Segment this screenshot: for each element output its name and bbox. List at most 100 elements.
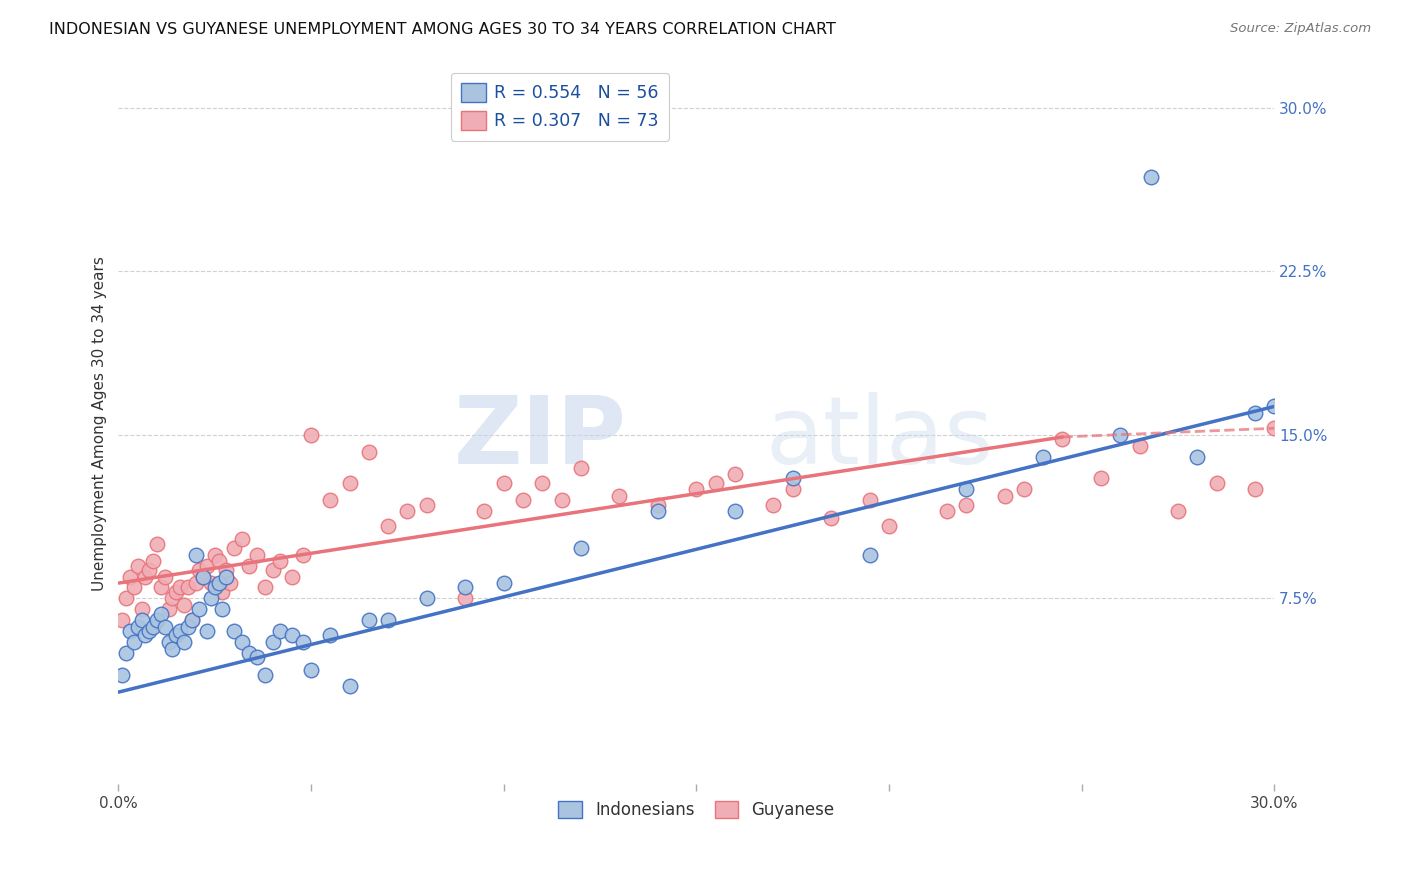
Point: [1205, 475, 1227, 490]
Point: [200, 591, 222, 606]
Point: [193, 569, 215, 583]
Point: [281, 569, 304, 583]
Point: [211, 602, 233, 616]
Point: [569, 460, 592, 475]
Point: [782, 483, 804, 497]
Point: [173, 635, 195, 649]
Point: [246, 650, 269, 665]
Point: [292, 548, 315, 562]
Point: [142, 620, 165, 634]
Point: [188, 602, 211, 616]
Point: [222, 541, 245, 556]
Point: [215, 563, 238, 577]
Point: [377, 613, 399, 627]
Point: [207, 576, 229, 591]
Point: [195, 624, 218, 638]
Point: [134, 569, 156, 583]
Point: [204, 548, 226, 562]
Point: [339, 475, 361, 490]
Point: [1109, 427, 1132, 442]
Point: [281, 628, 304, 642]
Point: [685, 483, 707, 497]
Point: [955, 498, 977, 512]
Point: [415, 591, 437, 606]
Point: [269, 624, 291, 638]
Point: [180, 613, 202, 627]
Y-axis label: Unemployment Among Ages 30 to 34 years: Unemployment Among Ages 30 to 34 years: [93, 257, 107, 591]
Point: [246, 548, 269, 562]
Legend: Indonesians, Guyanese: Indonesians, Guyanese: [551, 794, 841, 826]
Point: [184, 576, 207, 591]
Point: [134, 628, 156, 642]
Point: [149, 581, 172, 595]
Point: [1263, 400, 1285, 414]
Point: [319, 493, 342, 508]
Point: [492, 475, 515, 490]
Point: [184, 548, 207, 562]
Point: [162, 591, 184, 606]
Point: [512, 493, 534, 508]
Point: [157, 635, 180, 649]
Point: [877, 519, 900, 533]
Point: [173, 598, 195, 612]
Point: [396, 504, 419, 518]
Point: [299, 663, 322, 677]
Point: [1140, 170, 1163, 185]
Point: [153, 569, 176, 583]
Point: [647, 504, 669, 518]
Point: [454, 591, 477, 606]
Point: [415, 498, 437, 512]
Point: [127, 558, 149, 573]
Point: [1244, 406, 1267, 420]
Point: [1032, 450, 1054, 464]
Point: [1052, 432, 1074, 446]
Point: [138, 563, 160, 577]
Point: [238, 646, 260, 660]
Point: [1263, 421, 1285, 435]
Point: [131, 613, 153, 627]
Text: atlas: atlas: [766, 392, 994, 484]
Point: [115, 646, 138, 660]
Point: [122, 635, 145, 649]
Text: ZIP: ZIP: [454, 392, 627, 484]
Point: [1187, 450, 1209, 464]
Point: [531, 475, 554, 490]
Point: [454, 581, 477, 595]
Point: [704, 475, 727, 490]
Point: [492, 576, 515, 591]
Point: [724, 504, 747, 518]
Point: [357, 613, 380, 627]
Point: [569, 541, 592, 556]
Point: [994, 489, 1017, 503]
Point: [299, 427, 322, 442]
Point: [165, 584, 187, 599]
Point: [262, 635, 284, 649]
Point: [955, 483, 977, 497]
Point: [146, 537, 169, 551]
Point: [180, 613, 202, 627]
Point: [762, 498, 785, 512]
Point: [238, 558, 260, 573]
Point: [820, 510, 842, 524]
Point: [859, 548, 882, 562]
Point: [169, 581, 191, 595]
Point: [195, 558, 218, 573]
Point: [118, 624, 141, 638]
Text: Source: ZipAtlas.com: Source: ZipAtlas.com: [1230, 22, 1371, 36]
Point: [118, 569, 141, 583]
Point: [724, 467, 747, 481]
Point: [177, 620, 200, 634]
Point: [122, 581, 145, 595]
Point: [131, 602, 153, 616]
Point: [269, 554, 291, 568]
Point: [115, 591, 138, 606]
Point: [111, 667, 134, 681]
Point: [1128, 439, 1150, 453]
Point: [169, 624, 191, 638]
Point: [253, 667, 276, 681]
Point: [292, 635, 315, 649]
Point: [149, 607, 172, 621]
Point: [127, 620, 149, 634]
Point: [157, 602, 180, 616]
Point: [474, 504, 496, 518]
